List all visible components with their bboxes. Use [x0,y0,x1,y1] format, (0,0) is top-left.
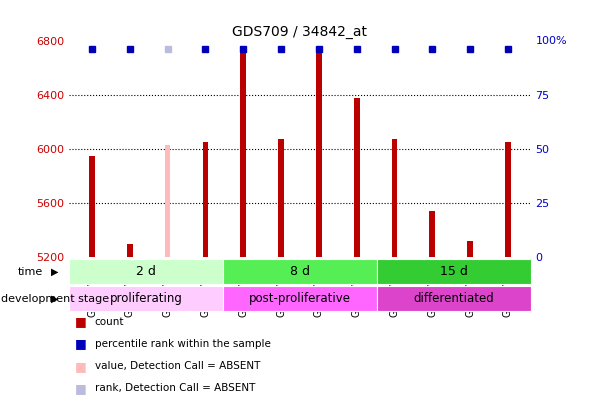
Bar [69,259,223,284]
Text: ■: ■ [75,360,87,373]
Bar [467,241,473,257]
Text: percentile rank within the sample: percentile rank within the sample [95,339,271,349]
Text: ■: ■ [75,315,87,328]
Text: proliferating: proliferating [110,292,183,305]
Bar [316,49,322,257]
Text: rank, Detection Call = ABSENT: rank, Detection Call = ABSENT [95,384,255,393]
Text: 15 d: 15 d [440,265,468,278]
Text: time: time [18,267,43,277]
Text: count: count [95,317,124,326]
Text: post-proliferative: post-proliferative [249,292,351,305]
Text: ■: ■ [75,337,87,350]
Bar [377,259,531,284]
Bar [127,244,133,257]
Bar [223,259,377,284]
Bar [377,286,531,311]
Text: development stage: development stage [1,294,109,304]
Text: ■: ■ [75,382,87,395]
Title: GDS709 / 34842_at: GDS709 / 34842_at [233,26,367,39]
Text: value, Detection Call = ABSENT: value, Detection Call = ABSENT [95,361,260,371]
Text: 8 d: 8 d [290,265,310,278]
Bar [165,145,171,257]
Bar [241,46,246,257]
Bar [392,139,397,257]
Bar [429,211,435,257]
Text: differentiated: differentiated [414,292,494,305]
Bar [223,286,377,311]
Bar [354,98,359,257]
Bar [89,156,95,257]
Text: ▶: ▶ [51,294,58,304]
Bar [69,286,223,311]
Bar [505,142,511,257]
Bar [278,139,284,257]
Text: ▶: ▶ [51,267,58,277]
Bar [203,142,208,257]
Text: 2 d: 2 d [136,265,156,278]
